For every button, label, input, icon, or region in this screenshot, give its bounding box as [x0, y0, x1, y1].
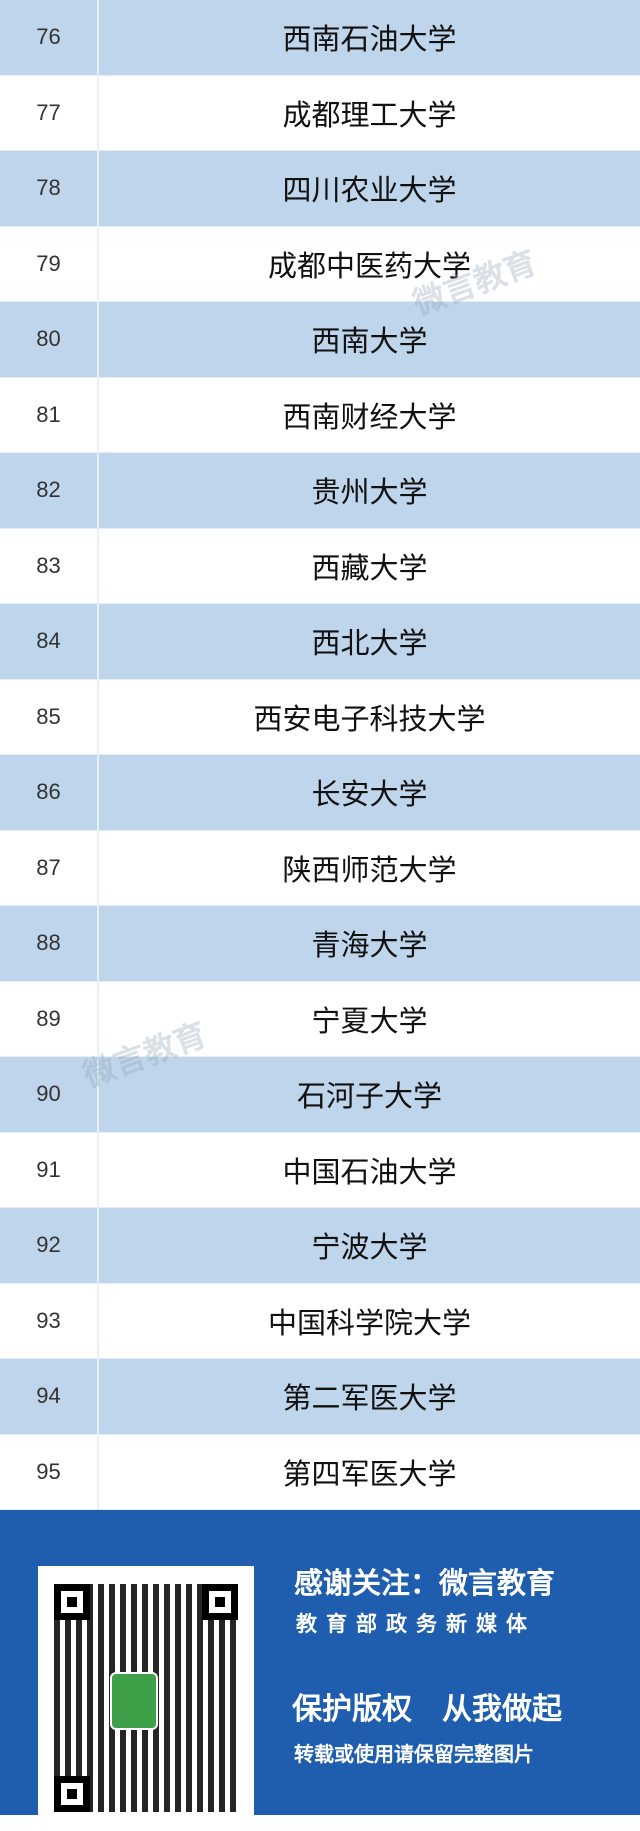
university-name: 中国石油大学: [282, 1154, 457, 1189]
rank-cell: 95: [0, 1434, 99, 1509]
university-name: 贵州大学: [311, 475, 428, 510]
footer-subtitle: 教育部政务新媒体: [296, 1612, 536, 1636]
university-name: 长安大学: [311, 777, 428, 812]
university-name: 西藏大学: [311, 550, 428, 585]
rank-cell: 81: [0, 377, 99, 452]
rank-cell: 76: [0, 0, 99, 75]
weiyan-logo-icon: [110, 1672, 158, 1730]
table-row: 88 青海大学: [0, 906, 640, 982]
footer-banner: 感谢关注：微言教育 教育部政务新媒体 保护版权 从我做起 转载或使用请保留完整图…: [0, 1510, 640, 1831]
rank-cell: 78: [0, 151, 99, 226]
table-row: 81 西南财经大学: [0, 377, 640, 453]
table-row: 90 石河子大学: [0, 1057, 640, 1133]
footer-follow: 感谢关注：微言教育: [294, 1566, 556, 1600]
university-name: 西安电子科技大学: [253, 701, 486, 736]
table-row: 77 成都理工大学: [0, 75, 640, 151]
university-name: 第四军医大学: [282, 1456, 457, 1491]
table-row: 79 成都中医药大学: [0, 226, 640, 302]
university-name: 成都理工大学: [282, 97, 457, 132]
rank-cell: 86: [0, 755, 99, 830]
rank-cell: 91: [0, 1132, 99, 1207]
rank-cell: 88: [0, 906, 99, 981]
table-row: 95 第四军医大学: [0, 1434, 640, 1510]
table-row: 80 西南大学: [0, 302, 640, 378]
university-name: 第二军医大学: [282, 1381, 457, 1416]
university-name: 四川农业大学: [282, 173, 457, 208]
university-name: 宁夏大学: [311, 1003, 428, 1038]
university-name: 陕西师范大学: [282, 852, 457, 887]
rank-cell: 93: [0, 1283, 99, 1358]
rank-cell: 92: [0, 1208, 99, 1283]
table-row: 76 西南石油大学: [0, 0, 640, 76]
table-row: 91 中国石油大学: [0, 1132, 640, 1208]
university-name: 青海大学: [311, 928, 428, 963]
rank-cell: 85: [0, 679, 99, 754]
university-name: 西南大学: [311, 324, 428, 359]
table-row: 89 宁夏大学: [0, 981, 640, 1057]
university-name: 成都中医药大学: [267, 248, 471, 283]
rank-cell: 87: [0, 830, 99, 905]
footer-notice: 转载或使用请保留完整图片: [294, 1742, 534, 1766]
university-name: 中国科学院大学: [267, 1305, 471, 1340]
table-row: 94 第二军医大学: [0, 1359, 640, 1435]
rank-cell: 82: [0, 453, 99, 528]
table-row: 85 西安电子科技大学: [0, 679, 640, 755]
rank-cell: 83: [0, 528, 99, 603]
table-row: 83 西藏大学: [0, 528, 640, 604]
table-row: 86 长安大学: [0, 755, 640, 831]
table-row: 84 西北大学: [0, 604, 640, 680]
university-name: 石河子大学: [296, 1079, 442, 1114]
table-row: 82 贵州大学: [0, 453, 640, 529]
rank-cell: 94: [0, 1359, 99, 1434]
university-name: 宁波大学: [311, 1230, 428, 1265]
rank-cell: 77: [0, 75, 99, 150]
rank-cell: 84: [0, 604, 99, 679]
table-row: 87 陕西师范大学: [0, 830, 640, 906]
university-name: 西南石油大学: [282, 22, 457, 57]
university-name: 西南财经大学: [282, 399, 457, 434]
rank-cell: 80: [0, 302, 99, 377]
ranking-table: 76 西南石油大学 77 成都理工大学 78 四川农业大学 79 成都中医药大学 80 西南大学 8…: [0, 0, 640, 1510]
table-row: 78 四川农业大学: [0, 151, 640, 227]
table-row: 92 宁波大学: [0, 1208, 640, 1284]
rank-cell: 90: [0, 1057, 99, 1132]
qr-code: [38, 1566, 254, 1831]
table-row: 93 中国科学院大学: [0, 1283, 640, 1359]
rank-cell: 89: [0, 981, 99, 1056]
university-name: 西北大学: [311, 626, 428, 661]
rank-cell: 79: [0, 226, 99, 301]
footer-copyright: 保护版权 从我做起: [292, 1692, 562, 1727]
